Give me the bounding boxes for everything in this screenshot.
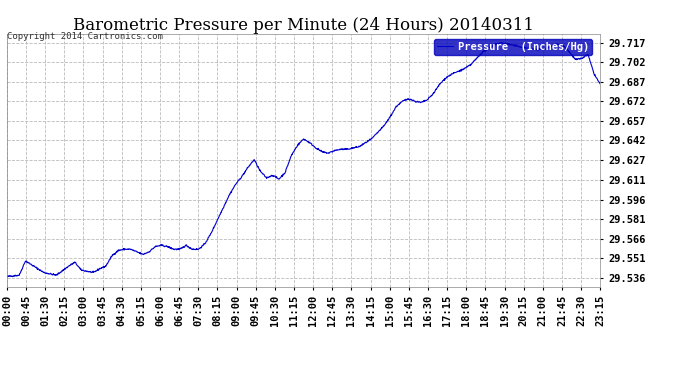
Title: Barometric Pressure per Minute (24 Hours) 20140311: Barometric Pressure per Minute (24 Hours… (73, 16, 534, 34)
Pressure  (Inches/Hg) (201, 241, 210, 245)
Pressure  (Inches/Hg) (396, 101, 404, 105)
Pressure  (Inches/Hg) (3, 274, 11, 279)
Text: Copyright 2014 Cartronics.com: Copyright 2014 Cartronics.com (7, 32, 163, 41)
Line: Pressure  (Inches/Hg): Pressure (Inches/Hg) (7, 42, 600, 277)
Pressure  (Inches/Hg) (526, 46, 535, 51)
Pressure  (Inches/Hg) (497, 40, 506, 45)
Legend: Pressure  (Inches/Hg): Pressure (Inches/Hg) (434, 39, 592, 55)
Pressure  (Inches/Hg) (474, 55, 482, 60)
Pressure  (Inches/Hg) (596, 82, 604, 86)
Pressure  (Inches/Hg) (121, 247, 129, 252)
Pressure  (Inches/Hg) (8, 274, 17, 279)
Pressure  (Inches/Hg) (135, 251, 144, 255)
